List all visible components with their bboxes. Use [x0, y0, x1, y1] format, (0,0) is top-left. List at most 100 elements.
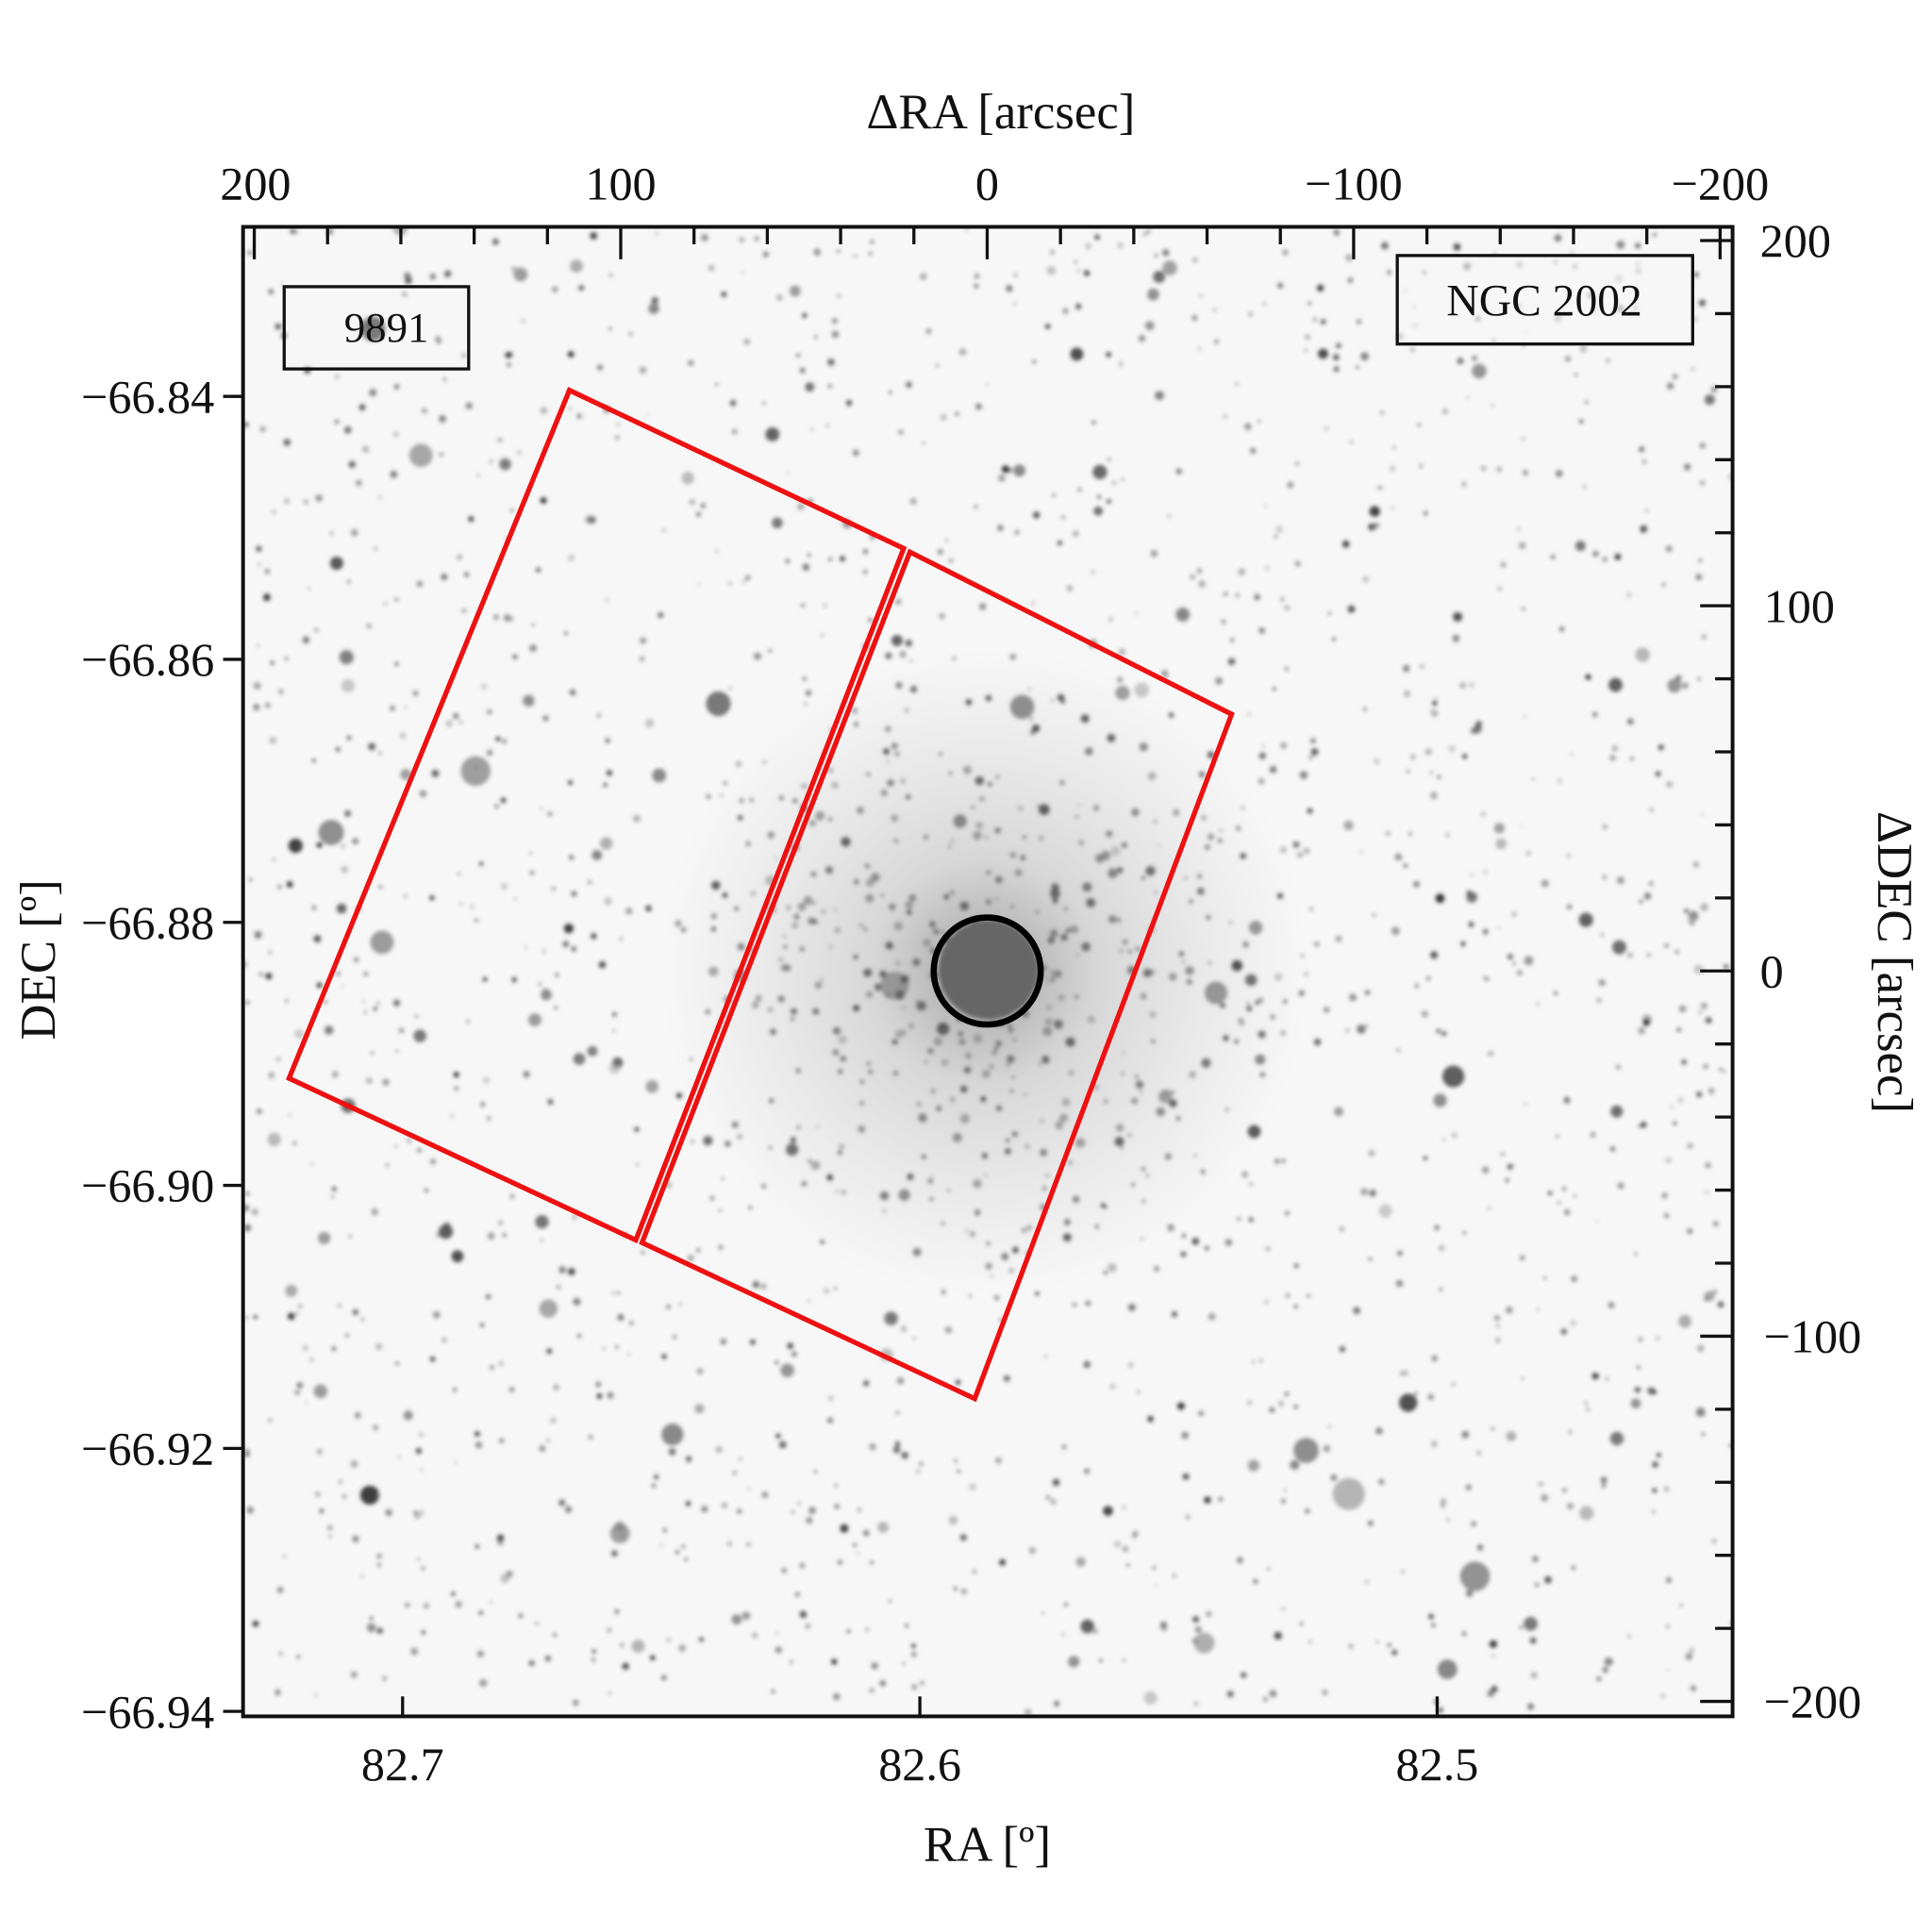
star	[1625, 591, 1632, 598]
star	[608, 1062, 621, 1074]
star	[631, 1640, 645, 1654]
star	[1061, 1444, 1067, 1449]
star	[944, 1326, 953, 1334]
star	[370, 930, 394, 955]
star	[1635, 647, 1650, 662]
star	[1601, 1483, 1606, 1488]
star	[404, 706, 408, 709]
star	[442, 377, 446, 381]
star	[1441, 1031, 1447, 1037]
star	[256, 643, 259, 647]
star	[1279, 596, 1285, 602]
star	[895, 1410, 900, 1415]
star	[877, 1522, 890, 1533]
star	[1006, 285, 1013, 292]
star	[1212, 308, 1218, 312]
star	[1448, 744, 1457, 753]
star	[283, 498, 291, 505]
star	[1530, 1672, 1538, 1679]
star	[1425, 975, 1431, 981]
star	[935, 363, 940, 368]
star	[1496, 466, 1503, 472]
star	[341, 1494, 347, 1499]
star	[572, 1214, 577, 1220]
star	[264, 568, 271, 575]
star	[1143, 1690, 1158, 1705]
object-name-label: NGC 2002	[1446, 276, 1641, 325]
star	[813, 248, 821, 256]
star	[1664, 942, 1670, 948]
star	[569, 689, 576, 696]
star	[1430, 1441, 1438, 1448]
star	[1604, 1657, 1613, 1666]
star	[1143, 232, 1147, 236]
star	[318, 820, 344, 845]
star	[1111, 480, 1117, 486]
star	[547, 1098, 554, 1106]
star	[1052, 1478, 1060, 1487]
star	[1403, 690, 1411, 698]
star	[975, 403, 982, 410]
star	[418, 1432, 425, 1438]
star	[969, 1483, 976, 1491]
star	[827, 1417, 834, 1424]
star	[1387, 1642, 1391, 1647]
star	[311, 758, 316, 763]
top-axis-title: ΔRA [arcsec]	[867, 85, 1136, 140]
star	[691, 1140, 694, 1143]
star	[366, 1077, 373, 1084]
star	[1634, 1387, 1641, 1393]
star	[331, 1346, 336, 1351]
star	[463, 572, 470, 577]
star	[1698, 558, 1702, 562]
star	[1652, 1488, 1657, 1493]
star	[360, 1574, 364, 1578]
star	[1138, 335, 1146, 342]
star	[857, 1552, 860, 1556]
star	[1001, 465, 1009, 474]
star	[538, 982, 542, 987]
star	[1579, 419, 1584, 424]
star	[675, 1092, 683, 1099]
star	[801, 603, 806, 608]
star	[331, 1195, 335, 1199]
star	[258, 562, 261, 566]
star	[1266, 1246, 1270, 1251]
star	[1453, 243, 1461, 251]
star	[1241, 1171, 1249, 1178]
star	[1657, 1453, 1661, 1457]
star	[412, 690, 419, 697]
star	[513, 267, 528, 282]
star	[1108, 617, 1113, 623]
star	[858, 1507, 862, 1512]
star	[1718, 1067, 1723, 1072]
star	[268, 950, 273, 955]
star	[920, 273, 927, 280]
star	[1080, 1619, 1094, 1634]
star	[620, 1642, 625, 1647]
star	[1461, 482, 1467, 487]
star	[314, 1693, 318, 1697]
star	[441, 1337, 447, 1343]
star	[1304, 348, 1307, 352]
star	[483, 1076, 490, 1084]
star	[1704, 394, 1715, 406]
star	[1707, 1088, 1715, 1094]
star	[1674, 949, 1680, 955]
star	[451, 1250, 464, 1263]
star	[1651, 1390, 1657, 1395]
star	[1584, 1401, 1588, 1405]
star	[1402, 664, 1410, 673]
star	[1274, 1631, 1282, 1641]
star	[439, 452, 443, 457]
star	[1601, 874, 1607, 880]
star	[369, 389, 377, 397]
star	[503, 614, 511, 622]
star	[475, 1544, 480, 1549]
star	[486, 749, 493, 757]
star	[1627, 953, 1633, 958]
star	[1543, 1276, 1547, 1280]
star	[1206, 1610, 1212, 1617]
star	[1538, 1481, 1543, 1487]
star	[1566, 1502, 1574, 1510]
